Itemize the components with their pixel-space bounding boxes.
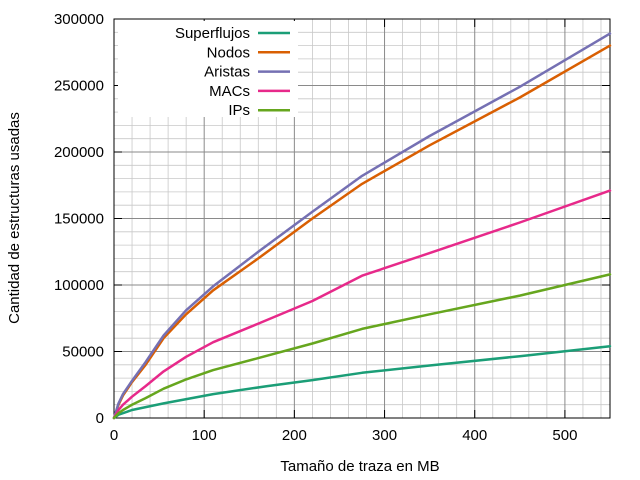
legend-label: Nodos xyxy=(207,44,250,61)
legend: Superflujos Nodos Aristas MACs IPs xyxy=(118,21,298,119)
legend-label: Superflujos xyxy=(175,25,250,42)
legend-label: IPs xyxy=(228,102,250,119)
legend-background xyxy=(118,21,298,117)
axis-ticks: 0 100 200 300 400 500 0 50000 100000 150000 200000… xyxy=(54,11,610,444)
series-line-macs xyxy=(112,189,612,420)
x-tick-label: 500 xyxy=(552,427,577,444)
series-line-aristas xyxy=(112,32,612,420)
y-axis-title: Cantidad de estructuras usadas xyxy=(6,112,23,324)
y-tick-label: 150000 xyxy=(54,211,104,228)
x-axis-title: Tamaño de traza en MB xyxy=(280,458,439,475)
x-tick-label: 0 xyxy=(110,427,118,444)
y-tick-label: 0 xyxy=(96,410,104,427)
y-tick-label: 50000 xyxy=(62,344,104,361)
grid xyxy=(113,18,610,419)
series-line-ips xyxy=(112,273,612,420)
x-tick-label: 100 xyxy=(192,427,217,444)
x-tick-label: 400 xyxy=(462,427,487,444)
y-tick-label: 250000 xyxy=(54,78,104,95)
x-tick-label: 200 xyxy=(282,427,307,444)
y-tick-label: 200000 xyxy=(54,144,104,161)
series-line-superflujos xyxy=(112,344,612,420)
x-tick-label: 300 xyxy=(372,427,397,444)
legend-label: MACs xyxy=(209,83,250,100)
y-tick-label: 300000 xyxy=(54,11,104,28)
series-lines xyxy=(112,32,612,420)
y-tick-label: 100000 xyxy=(54,277,104,294)
legend-label: Aristas xyxy=(204,64,250,81)
